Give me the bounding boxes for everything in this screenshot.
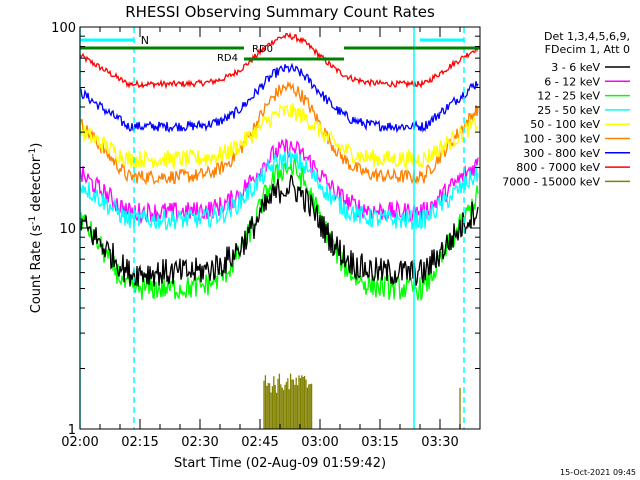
y-axis-label: Count Rate (s-1 detector-1) xyxy=(28,143,44,314)
y-tick-label: 10 xyxy=(59,222,76,237)
rd0-label: RD0 xyxy=(252,44,273,55)
series-line-5 xyxy=(79,80,479,186)
legend-label: 100 - 300 keV xyxy=(523,133,600,146)
legend-header-1: Det 1,3,4,5,6,9, xyxy=(544,30,630,43)
x-tick-label: 03:30 xyxy=(421,435,458,450)
series-line-2 xyxy=(79,157,479,301)
chart-title: RHESSI Observing Summary Count Rates xyxy=(125,3,435,21)
series-line-4 xyxy=(79,103,479,171)
legend-label: 3 - 6 keV xyxy=(551,61,600,74)
y-axis: 1 10 100 xyxy=(51,21,480,438)
saa-label: N xyxy=(141,34,149,47)
x-tick-label: 02:45 xyxy=(241,435,278,450)
series-line-6 xyxy=(79,62,479,134)
x-tick-label: 02:30 xyxy=(181,435,218,450)
x-tick-label: 02:00 xyxy=(61,435,98,450)
y-tick-label: 100 xyxy=(51,21,76,36)
x-tick-label: 03:15 xyxy=(361,435,398,450)
legend-label: 7000 - 15000 keV xyxy=(502,175,600,188)
y-tick-label: 1 xyxy=(68,423,76,438)
y-axis-label-main: Count Rate (s xyxy=(29,225,44,314)
legend: Det 1,3,4,5,6,9, FDecim 1, Att 0 3 - 6 k… xyxy=(502,30,630,188)
y-axis-label-end: ) xyxy=(29,143,44,148)
legend-header-2: FDecim 1, Att 0 xyxy=(545,43,630,56)
legend-label: 6 - 12 keV xyxy=(544,75,600,88)
footer-date: 15-Oct-2021 09:45 xyxy=(560,468,636,477)
y-axis-label-sup1: -1 xyxy=(28,216,38,225)
y-axis-label-sup2: -1 xyxy=(28,148,38,157)
legend-label: 50 - 100 keV xyxy=(530,118,600,131)
plot-data xyxy=(79,31,479,429)
series-line-7 xyxy=(79,31,479,90)
x-axis-label: Start Time (02-Aug-09 01:59:42) xyxy=(174,456,386,471)
x-tick-label: 02:15 xyxy=(121,435,158,450)
legend-label: 12 - 25 keV xyxy=(537,90,600,103)
rd4-label: RD4 xyxy=(217,53,238,64)
legend-label: 800 - 7000 keV xyxy=(516,161,600,174)
y-axis-label-mid: detector xyxy=(29,156,44,216)
x-axis: 02:00 02:15 02:30 02:45 03:00 03:15 03:30 xyxy=(61,27,461,450)
legend-label: 25 - 50 keV xyxy=(537,104,600,117)
x-tick-label: 03:00 xyxy=(301,435,338,450)
series-line-0 xyxy=(79,174,479,287)
legend-label: 300 - 800 keV xyxy=(523,147,600,160)
